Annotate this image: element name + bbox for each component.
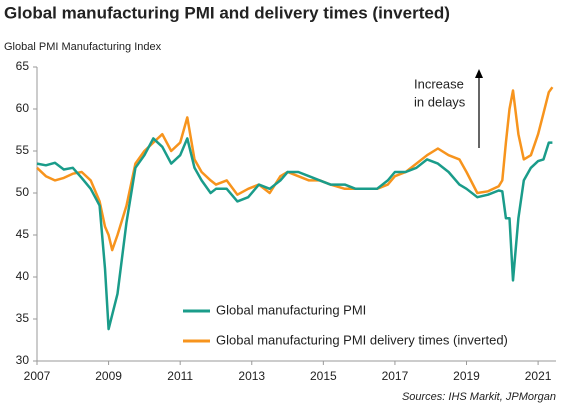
annotation: Increase xyxy=(414,76,464,91)
y-tick-label: 65 xyxy=(16,59,30,73)
x-tick-label: 2021 xyxy=(525,369,552,383)
series-line xyxy=(36,86,554,252)
y-tick-label: 45 xyxy=(16,227,30,241)
y-tick-label: 55 xyxy=(16,143,30,157)
x-tick-label: 2019 xyxy=(453,369,480,383)
x-tick-label: 2017 xyxy=(382,369,409,383)
series-line xyxy=(36,137,553,331)
source: Sources: IHS Markit, JPMorgan xyxy=(402,391,556,403)
x-tick-label: 2015 xyxy=(310,369,337,383)
y-tick-label: 60 xyxy=(16,101,30,115)
x-tick-label: 2009 xyxy=(95,369,122,383)
y-tick-label: 50 xyxy=(16,185,30,199)
chart-title: Global manufacturing PMI and delivery ti… xyxy=(4,3,450,22)
annotation: in delays xyxy=(414,94,466,109)
x-tick-label: 2007 xyxy=(24,369,51,383)
annotation-arrowhead xyxy=(475,69,483,78)
y-axis-label: Global PMI Manufacturing Index xyxy=(4,41,162,53)
y-tick-label: 40 xyxy=(16,269,30,283)
x-tick-label: 2011 xyxy=(167,369,193,383)
x-tick-label: 2013 xyxy=(238,369,265,383)
y-tick-label: 35 xyxy=(16,311,30,325)
legend-label: Global manufacturing PMI xyxy=(216,302,366,317)
y-tick-label: 30 xyxy=(16,353,30,367)
legend-label: Global manufacturing PMI delivery times … xyxy=(216,332,508,347)
